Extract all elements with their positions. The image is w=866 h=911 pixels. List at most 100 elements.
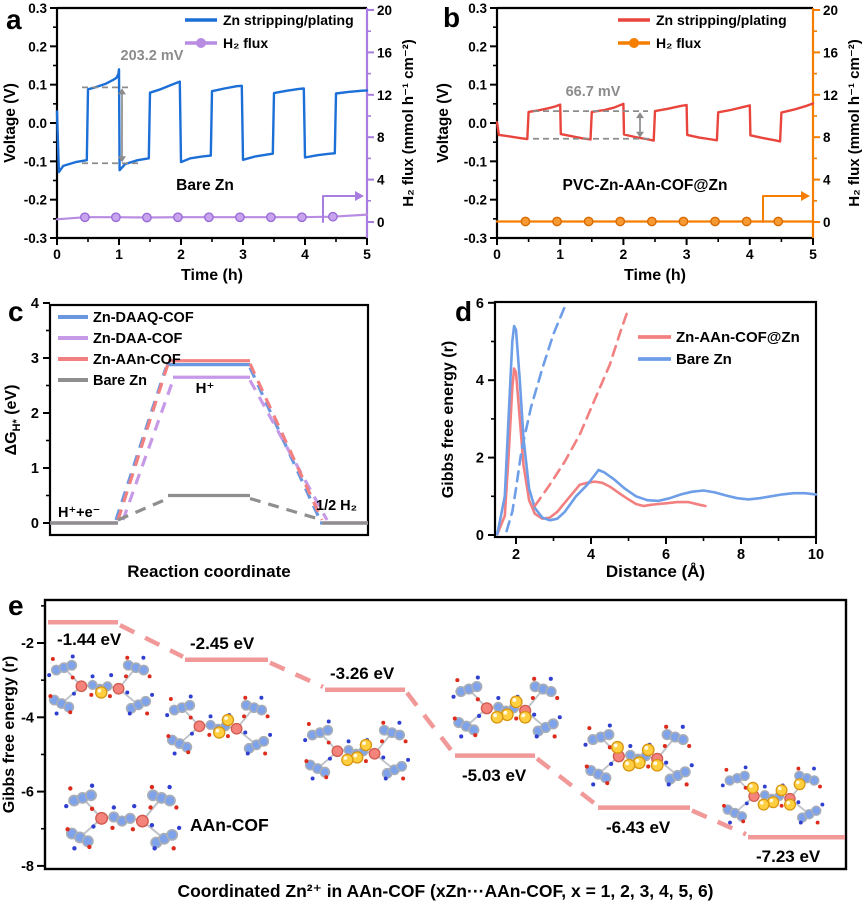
y-axis-label: Gibbs free energy (r) (1, 656, 18, 813)
svg-text:4: 4 (587, 547, 595, 563)
flux-axis-arrow (762, 191, 810, 223)
panel-b-letter: b (443, 2, 461, 33)
x-axis-label: Time (h) (181, 267, 243, 284)
svg-text:0.1: 0.1 (28, 78, 47, 93)
svg-text:Zn stripping/plating: Zn stripping/plating (223, 12, 354, 28)
svg-text:Bare Zn: Bare Zn (676, 351, 732, 368)
step-energy-label: -6.43 eV (606, 818, 671, 837)
svg-text:0: 0 (31, 516, 39, 532)
svg-text:8: 8 (823, 130, 831, 145)
panel-c: 0 1 2 3 4 ΔGH* (eV) Reaction coordinate Zn-DAAQ… (0, 290, 433, 585)
x-axis-label: Time (h) (624, 267, 686, 284)
svg-text:20: 20 (377, 3, 392, 18)
panel-a: -0.3 -0.2 -0.1 0.0 0.1 0.2 0.3 0 1 2 3 4 5 0 4 8 12 16 20 V… (0, 0, 433, 290)
molecule-structure-zn3 (303, 719, 411, 781)
panel-e-chart: -2 -4 -6 -8 Gibbs free energy (r) Coordinated… (1, 598, 848, 901)
overpotential-value: 203.2 mV (121, 48, 184, 64)
annotation-reactant: H⁺+e⁻ (58, 505, 100, 521)
svg-text:2: 2 (476, 451, 484, 467)
series (495, 102, 815, 227)
svg-text:8: 8 (377, 130, 385, 145)
axes: -0.3-0.2-0.10.00.10.20.30 1 2 3 4 5048121620V… (435, 1, 863, 284)
svg-text:0.0: 0.0 (28, 116, 47, 131)
energy-profiles (50, 359, 368, 525)
svg-text:6: 6 (476, 296, 484, 312)
svg-text:3: 3 (683, 246, 691, 262)
svg-text:1: 1 (31, 461, 39, 477)
svg-text:-2: -2 (21, 636, 34, 652)
svg-text:-0.2: -0.2 (24, 193, 47, 208)
svg-text:-8: -8 (21, 859, 34, 875)
axes: -0.3-0.2-0.10.00.10.20.30 1 2 3 4 5048121620V… (2, 1, 417, 284)
svg-text:20: 20 (823, 3, 838, 18)
svg-text:2: 2 (177, 246, 185, 262)
svg-text:1: 1 (115, 246, 123, 262)
molecule-structure-zn0 (64, 783, 182, 851)
panel-b: -0.3 -0.2 -0.1 0.0 0.1 0.2 0.3 0 1 2 3 4 5 0 4 8 12 16 20 V… (433, 0, 866, 290)
energy-steps: -1.44 eV -2.45 eV -3.26 eV -5.03 eV -6.43 eV… (48, 619, 845, 866)
legend: Zn-AAn-COF@Zn Bare Zn (638, 329, 800, 368)
svg-text:Zn-DAAQ-COF: Zn-DAAQ-COF (93, 310, 194, 326)
svg-text:0.3: 0.3 (468, 1, 487, 16)
svg-text:4: 4 (746, 246, 754, 262)
flux-axis-arrow (322, 191, 364, 223)
structure-label: AAn-COF (190, 815, 269, 835)
panel-a-chart: -0.3-0.2-0.10.00.10.20.30 1 2 3 4 5048121620V… (2, 1, 417, 284)
svg-text:2: 2 (31, 406, 39, 422)
panel-d-letter: d (455, 296, 473, 327)
svg-text:4: 4 (31, 296, 39, 312)
svg-text:0.3: 0.3 (28, 1, 47, 16)
panel-d-chart: 0 2 4 6 2 4 6 8 10 Distance (Å) Gibbs free energy … (440, 296, 824, 581)
panel-e-letter: e (8, 590, 24, 621)
svg-text:3: 3 (239, 246, 247, 262)
svg-text:0: 0 (476, 528, 484, 544)
svg-text:Zn stripping/plating: Zn stripping/plating (656, 12, 787, 28)
svg-text:Zn-AAn-COF@Zn: Zn-AAn-COF@Zn (676, 329, 800, 346)
step-energy-label: -2.45 eV (190, 634, 255, 653)
y-axis-label: ΔGH* (eV) (3, 385, 23, 456)
panel-d: 0 2 4 6 2 4 6 8 10 Distance (Å) Gibbs free energy … (433, 290, 866, 585)
series (55, 68, 369, 223)
svg-text:Bare Zn: Bare Zn (93, 373, 147, 389)
svg-text:8: 8 (737, 547, 745, 563)
overpotential-value: 66.7 mV (566, 84, 621, 100)
svg-text:0: 0 (377, 215, 385, 230)
svg-text:5: 5 (363, 246, 371, 262)
molecule-structure-zn6 (720, 765, 825, 825)
svg-text:10: 10 (808, 547, 824, 563)
axes: -2 -4 -6 -8 Gibbs free energy (r) Coordinated… (1, 598, 848, 901)
svg-text:0.2: 0.2 (468, 39, 487, 54)
annotations: H⁺+e⁻ H⁺ 1/2 H₂ (58, 380, 357, 521)
svg-text:6: 6 (662, 547, 670, 563)
svg-text:0: 0 (493, 246, 501, 262)
sample-label: Bare Zn (176, 177, 234, 194)
legend: Zn stripping/plating H₂ flux (185, 12, 354, 51)
svg-text:H₂ flux: H₂ flux (656, 35, 701, 51)
svg-text:0.2: 0.2 (28, 39, 47, 54)
svg-text:1: 1 (556, 246, 564, 262)
svg-text:4: 4 (823, 173, 831, 188)
molecule-structure-zn4 (451, 675, 562, 739)
svg-text:H₂ flux: H₂ flux (223, 35, 268, 51)
svg-text:0: 0 (823, 215, 831, 230)
svg-text:4: 4 (476, 373, 484, 389)
svg-text:-0.3: -0.3 (464, 231, 488, 246)
panel-a-letter: a (6, 4, 22, 35)
svg-text:4: 4 (301, 246, 309, 262)
svg-text:12: 12 (823, 88, 838, 103)
svg-text:0.0: 0.0 (468, 116, 487, 131)
legend: Zn-DAAQ-COF Zn-DAA-COF Zn-AAn-COF Bare Zn (58, 310, 194, 389)
x-axis-label: Reaction coordinate (127, 562, 290, 581)
legend: Zn stripping/plating H₂ flux (618, 12, 787, 51)
y-axis-label-left: Voltage (V) (2, 83, 19, 163)
svg-text:Zn-AAn-COF: Zn-AAn-COF (93, 352, 181, 368)
svg-text:2: 2 (620, 246, 628, 262)
molecule-structure-zn1 (47, 654, 155, 716)
overpotential-annotation: 66.7 mV (533, 84, 653, 140)
svg-text:4: 4 (377, 173, 385, 188)
y-axis-label-right: H₂ flux (mmol h⁻¹ cm⁻²) (846, 39, 863, 207)
panel-c-chart: 0 1 2 3 4 ΔGH* (eV) Reaction coordinate Zn-DAAQ… (3, 296, 370, 581)
step-energy-label: -3.26 eV (330, 664, 395, 683)
step-energy-label: -1.44 eV (57, 630, 122, 649)
